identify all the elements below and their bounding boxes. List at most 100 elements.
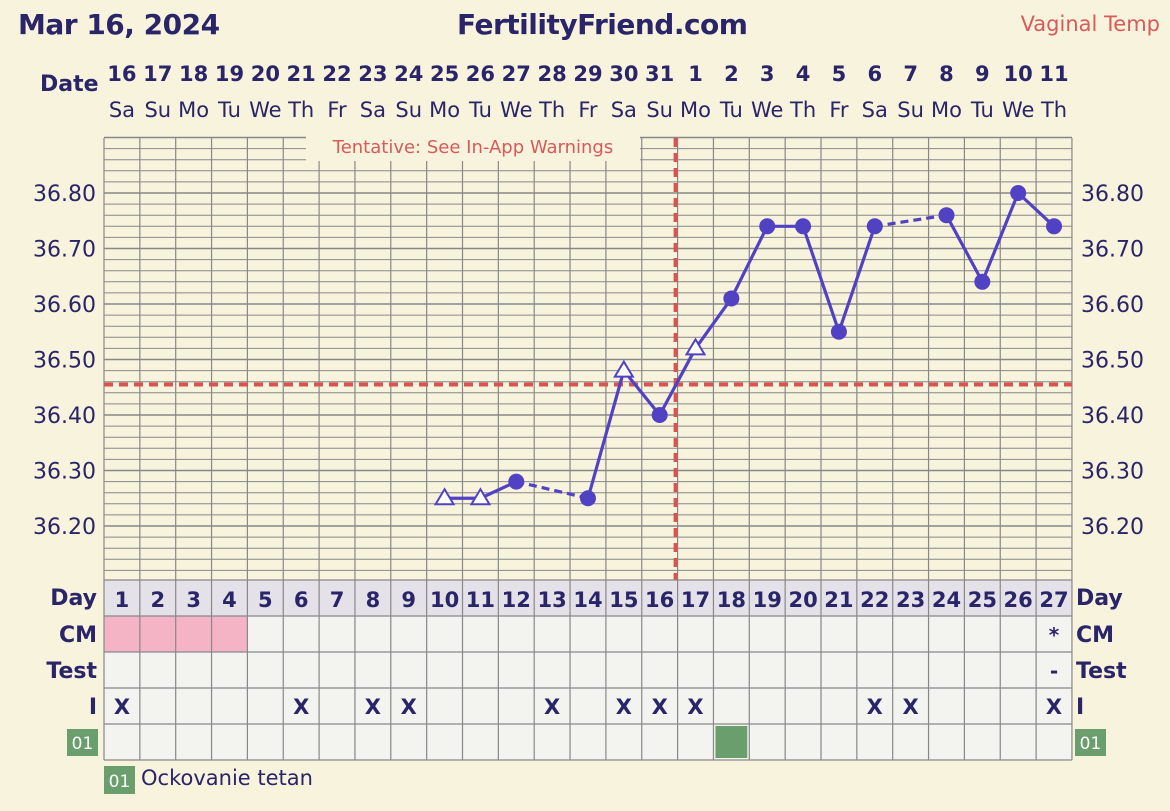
temp-point [723,290,740,307]
y-tick-right: 36.30 [1081,460,1144,485]
custom-code-badge-right [1075,729,1106,756]
date-label: 31 [645,62,674,86]
cycle-day: 7 [330,588,345,612]
cycle-day: 4 [222,588,237,612]
date-label: 7 [903,62,918,86]
date-label: 2 [724,62,739,86]
cycle-day: 19 [753,588,782,612]
temp-line-segment [586,370,626,499]
date-label: 25 [430,62,459,86]
y-tick-left: 36.50 [33,349,96,374]
weekday-label: Sa [611,98,637,122]
weekday-label: Sa [862,98,888,122]
temp-point [830,323,847,340]
temp-point [795,218,812,235]
weekday-label: Mo [931,98,962,122]
cycle-day: 20 [788,588,817,612]
temp-point [974,273,991,290]
temp-line-segment [515,480,589,500]
intercourse-mark: X [652,695,668,719]
weekday-label: Su [144,98,171,122]
weekday-label: Th [1040,98,1067,122]
temp-line-segment [837,225,877,333]
cycle-day: 18 [717,588,746,612]
legend-label: Ockovanie tetan [141,766,313,790]
weekday-label: We [1002,98,1034,122]
temp-point-open [613,359,635,378]
temp-point [1010,185,1027,201]
temp-line-segment [980,192,1020,283]
temp-point [866,218,883,235]
weekday-label: Th [538,98,565,122]
weekday-label: We [500,98,532,122]
cm-value: * [1049,623,1060,647]
y-tick-right: 36.70 [1081,238,1144,263]
cycle-day: 22 [860,588,889,612]
cycle-day: 5 [258,588,273,612]
date-label: 29 [573,62,602,86]
cycle-day: 25 [968,588,997,612]
intercourse-mark: X [401,695,417,719]
weekday-label: Su [395,98,422,122]
cycle-day: 26 [1004,588,1033,612]
temp-mode-label: Vaginal Temp [1020,12,1160,36]
cycle-day: 13 [538,588,567,612]
temp-point-open [469,487,492,506]
day-row-bg [104,580,1072,616]
cm-row-label-left: CM [59,623,97,648]
y-tick-left: 36.80 [33,182,96,207]
temp-point [651,407,668,423]
weekday-label: Su [646,98,673,122]
temp-line-segment [801,225,841,333]
intercourse-mark: X [687,695,703,719]
cycle-day: 10 [430,588,459,612]
weekday-label: Tu [468,98,492,122]
i-row-label-right: I [1076,695,1084,720]
date-label: 22 [322,62,351,86]
y-tick-left: 36.40 [33,404,96,429]
legend-code-badge [104,766,135,794]
date-label: 16 [107,62,136,86]
weekday-label: Fr [578,98,598,122]
cm-cell-pink [211,616,248,652]
date-label: 10 [1004,62,1033,86]
test-row-label-left: Test [46,659,97,684]
weekday-label: We [751,98,783,122]
date-label: 21 [287,62,316,86]
date-label: 19 [215,62,244,86]
weekday-label: Mo [680,98,711,122]
y-tick-right: 36.50 [1081,349,1144,374]
site-title[interactable]: FertilityFriend.com [457,8,748,41]
intercourse-mark: X [544,695,560,719]
cycle-day: 24 [932,588,961,612]
temp-line-segment [1017,191,1056,228]
temp-point [759,218,776,235]
intercourse-mark: X [1046,695,1062,719]
weekday-label: Sa [109,98,135,122]
intercourse-mark: X [114,695,130,719]
temp-point-open [433,487,456,506]
weekday-label: Mo [429,98,460,122]
temp-line-segment [622,369,661,417]
date-row-label: Date [40,72,99,97]
cycle-day: 11 [466,588,495,612]
cycle-day: 6 [294,588,309,612]
temp-point [508,473,525,490]
custom-code-badge-left-text: 01 [72,734,94,754]
intercourse-mark: X [867,695,883,719]
date-label: 27 [502,62,531,86]
temp-point-open [684,337,707,356]
cycle-day: 15 [609,588,638,612]
y-tick-left: 36.60 [33,293,96,318]
tentative-bg [306,133,640,161]
temp-line-segment [945,214,984,283]
cycle-day: 9 [401,588,416,612]
date-label: 3 [760,62,775,86]
date-label: 18 [179,62,208,86]
weekday-label: Sa [360,98,386,122]
date-label: 1 [688,62,703,86]
intercourse-mark: X [903,695,919,719]
i-row-label-left: I [89,695,97,720]
